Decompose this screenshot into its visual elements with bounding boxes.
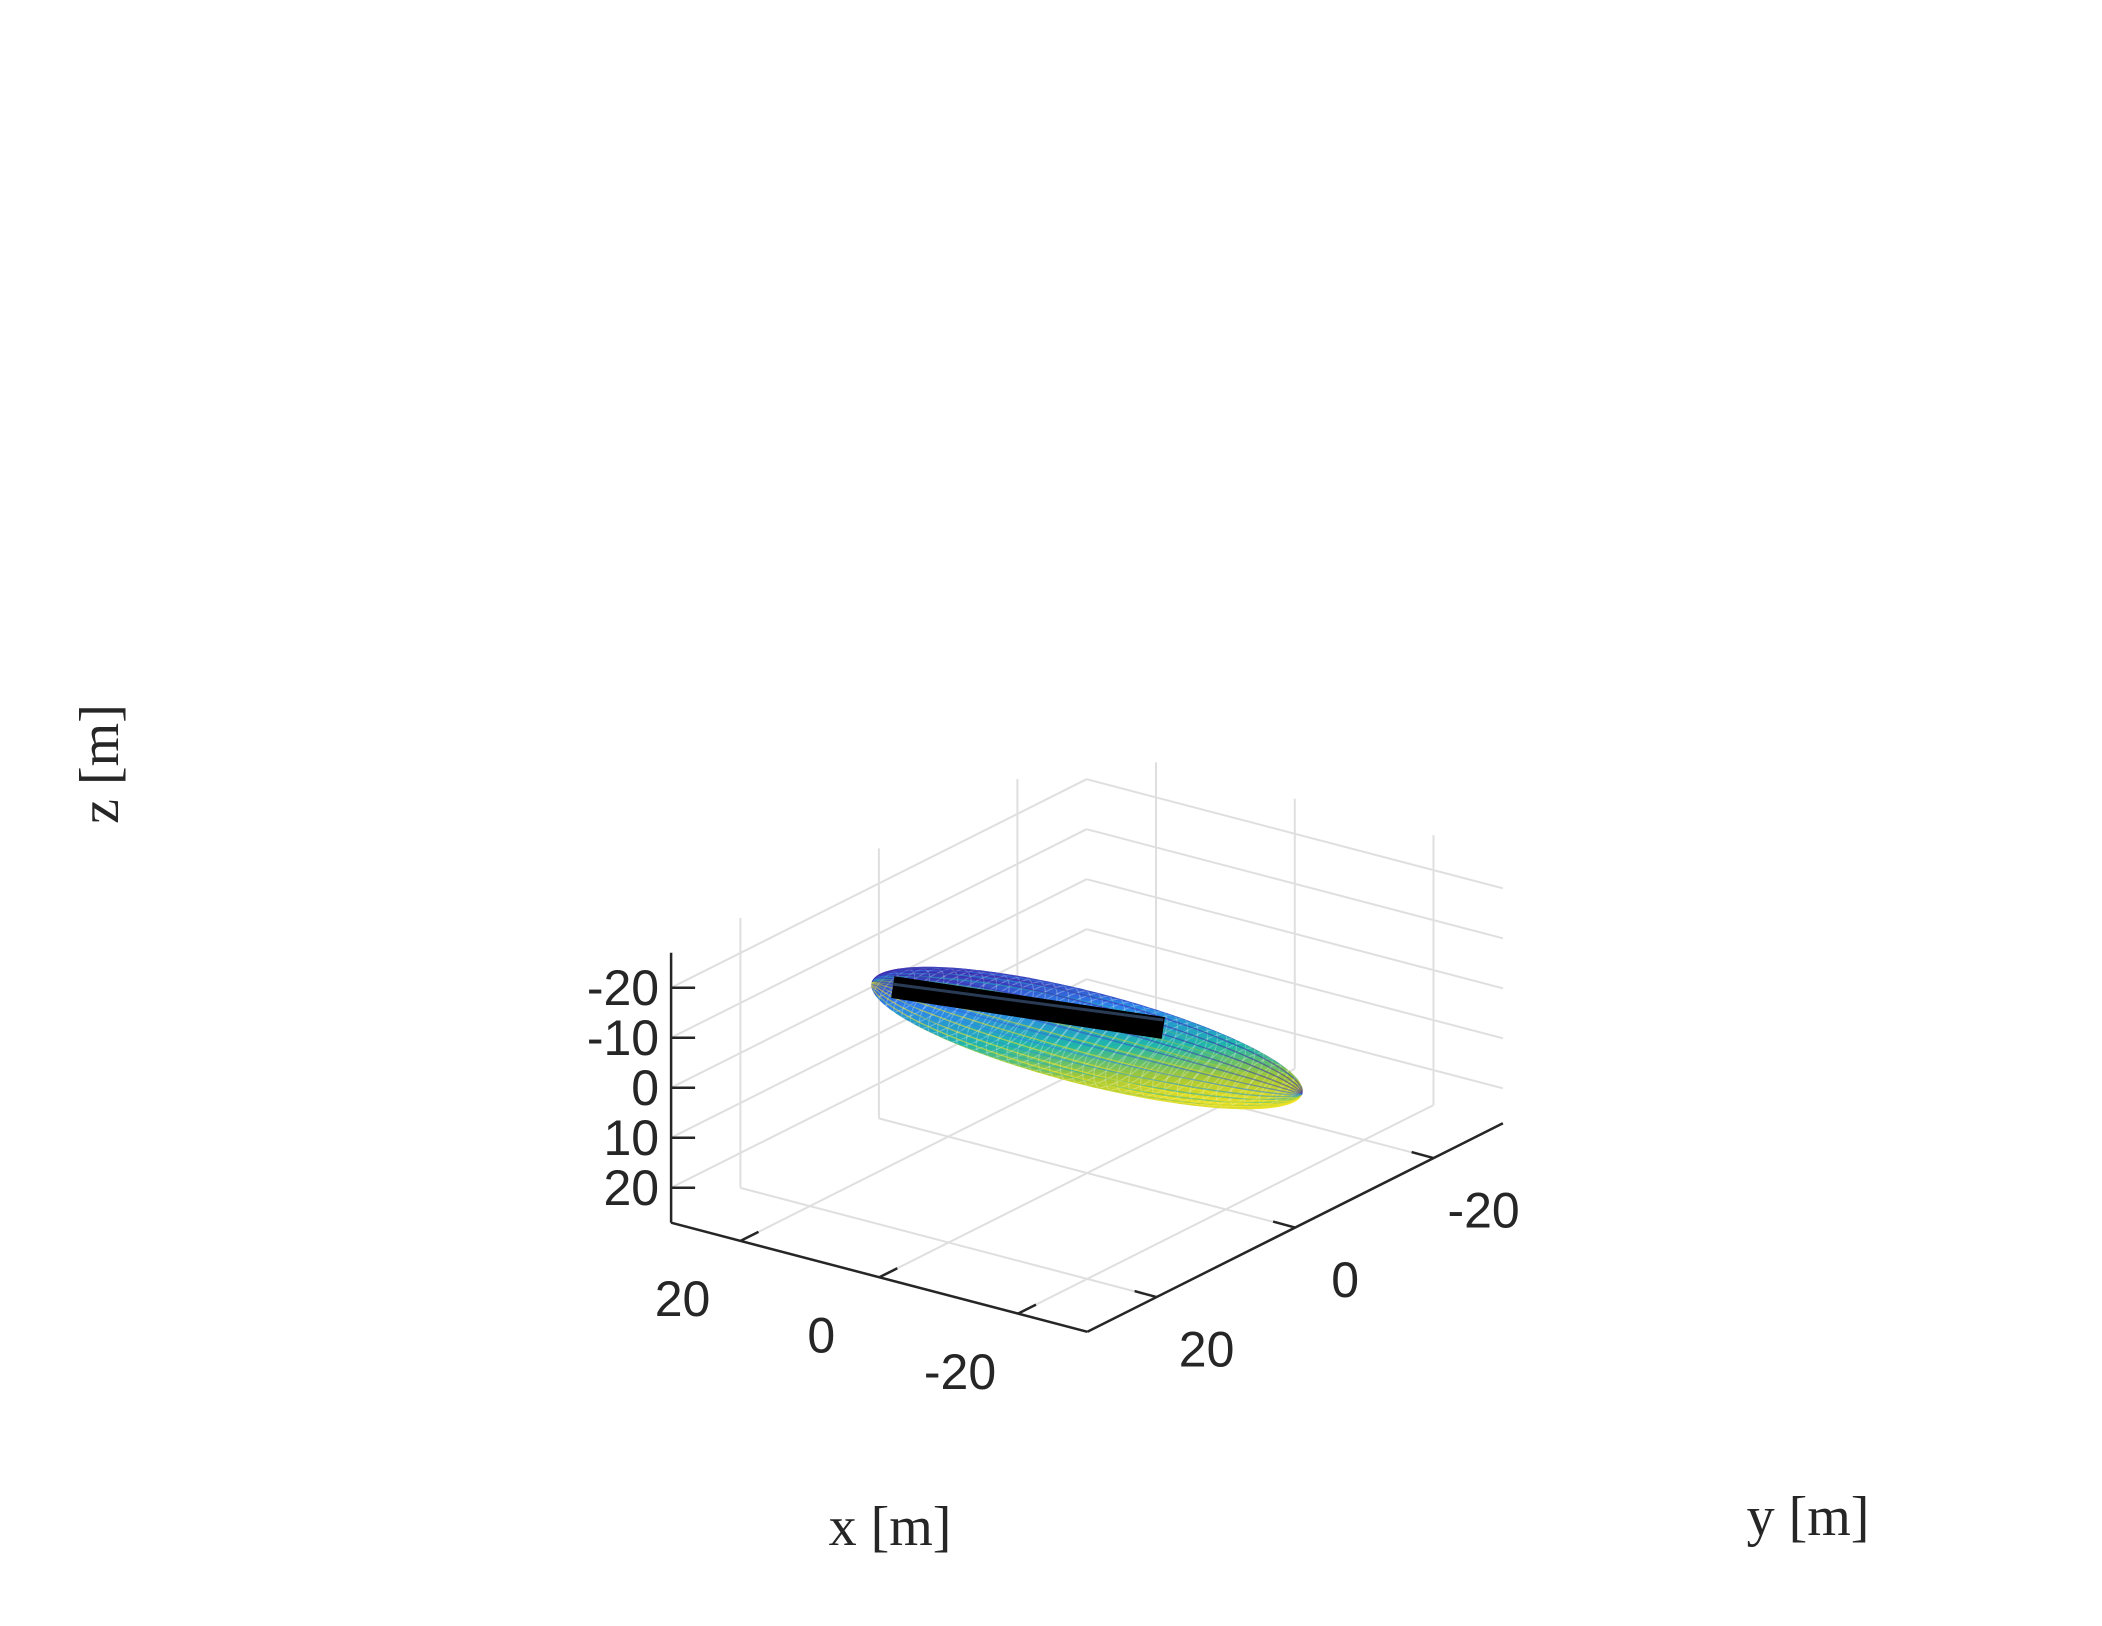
z-tick-label: -10 — [587, 1010, 659, 1066]
mesh-meridian — [871, 980, 1303, 1096]
y-tick-label: 20 — [1179, 1321, 1235, 1377]
mesh-meridian — [871, 980, 1303, 1096]
y-tick — [1134, 1289, 1157, 1299]
x-axis-line — [670, 1221, 1088, 1334]
black-rod-line — [891, 976, 1165, 1039]
z-tick-label: 0 — [631, 1060, 659, 1116]
axis-ticks — [671, 986, 1434, 1315]
mesh-meridian — [871, 981, 1303, 1108]
x-tick-label: 0 — [807, 1308, 835, 1364]
x-tick — [878, 1267, 898, 1279]
x-tick-label: 20 — [655, 1271, 711, 1327]
z-tick-label: 10 — [603, 1110, 659, 1166]
mesh-meridian — [871, 981, 1303, 1106]
mesh-meridian — [871, 980, 1303, 1098]
x-tick — [1017, 1303, 1037, 1315]
z-tick-label: 20 — [603, 1160, 659, 1216]
y-tick-label: 0 — [1331, 1252, 1359, 1308]
rod-highlight — [892, 982, 1164, 1022]
mesh-meridian — [871, 979, 1303, 1096]
y-tick — [1411, 1150, 1434, 1160]
x-tick-label: -20 — [924, 1344, 996, 1400]
grid-line-floor-x — [1017, 1104, 1434, 1315]
z-tick-label: -20 — [587, 960, 659, 1016]
y-axis-line — [1086, 1122, 1504, 1333]
rod-line — [891, 976, 1165, 1039]
x-axis-label: x [m] — [829, 1496, 952, 1558]
y-tick — [1272, 1220, 1296, 1229]
y-tick-label: -20 — [1447, 1182, 1519, 1238]
y-axis-label: y [m] — [1747, 1486, 1870, 1548]
x-tick — [739, 1230, 760, 1243]
z-axis-label: z [m] — [69, 704, 131, 824]
mesh-meridian — [871, 968, 1303, 1095]
mesh-meridian — [871, 971, 1303, 1095]
